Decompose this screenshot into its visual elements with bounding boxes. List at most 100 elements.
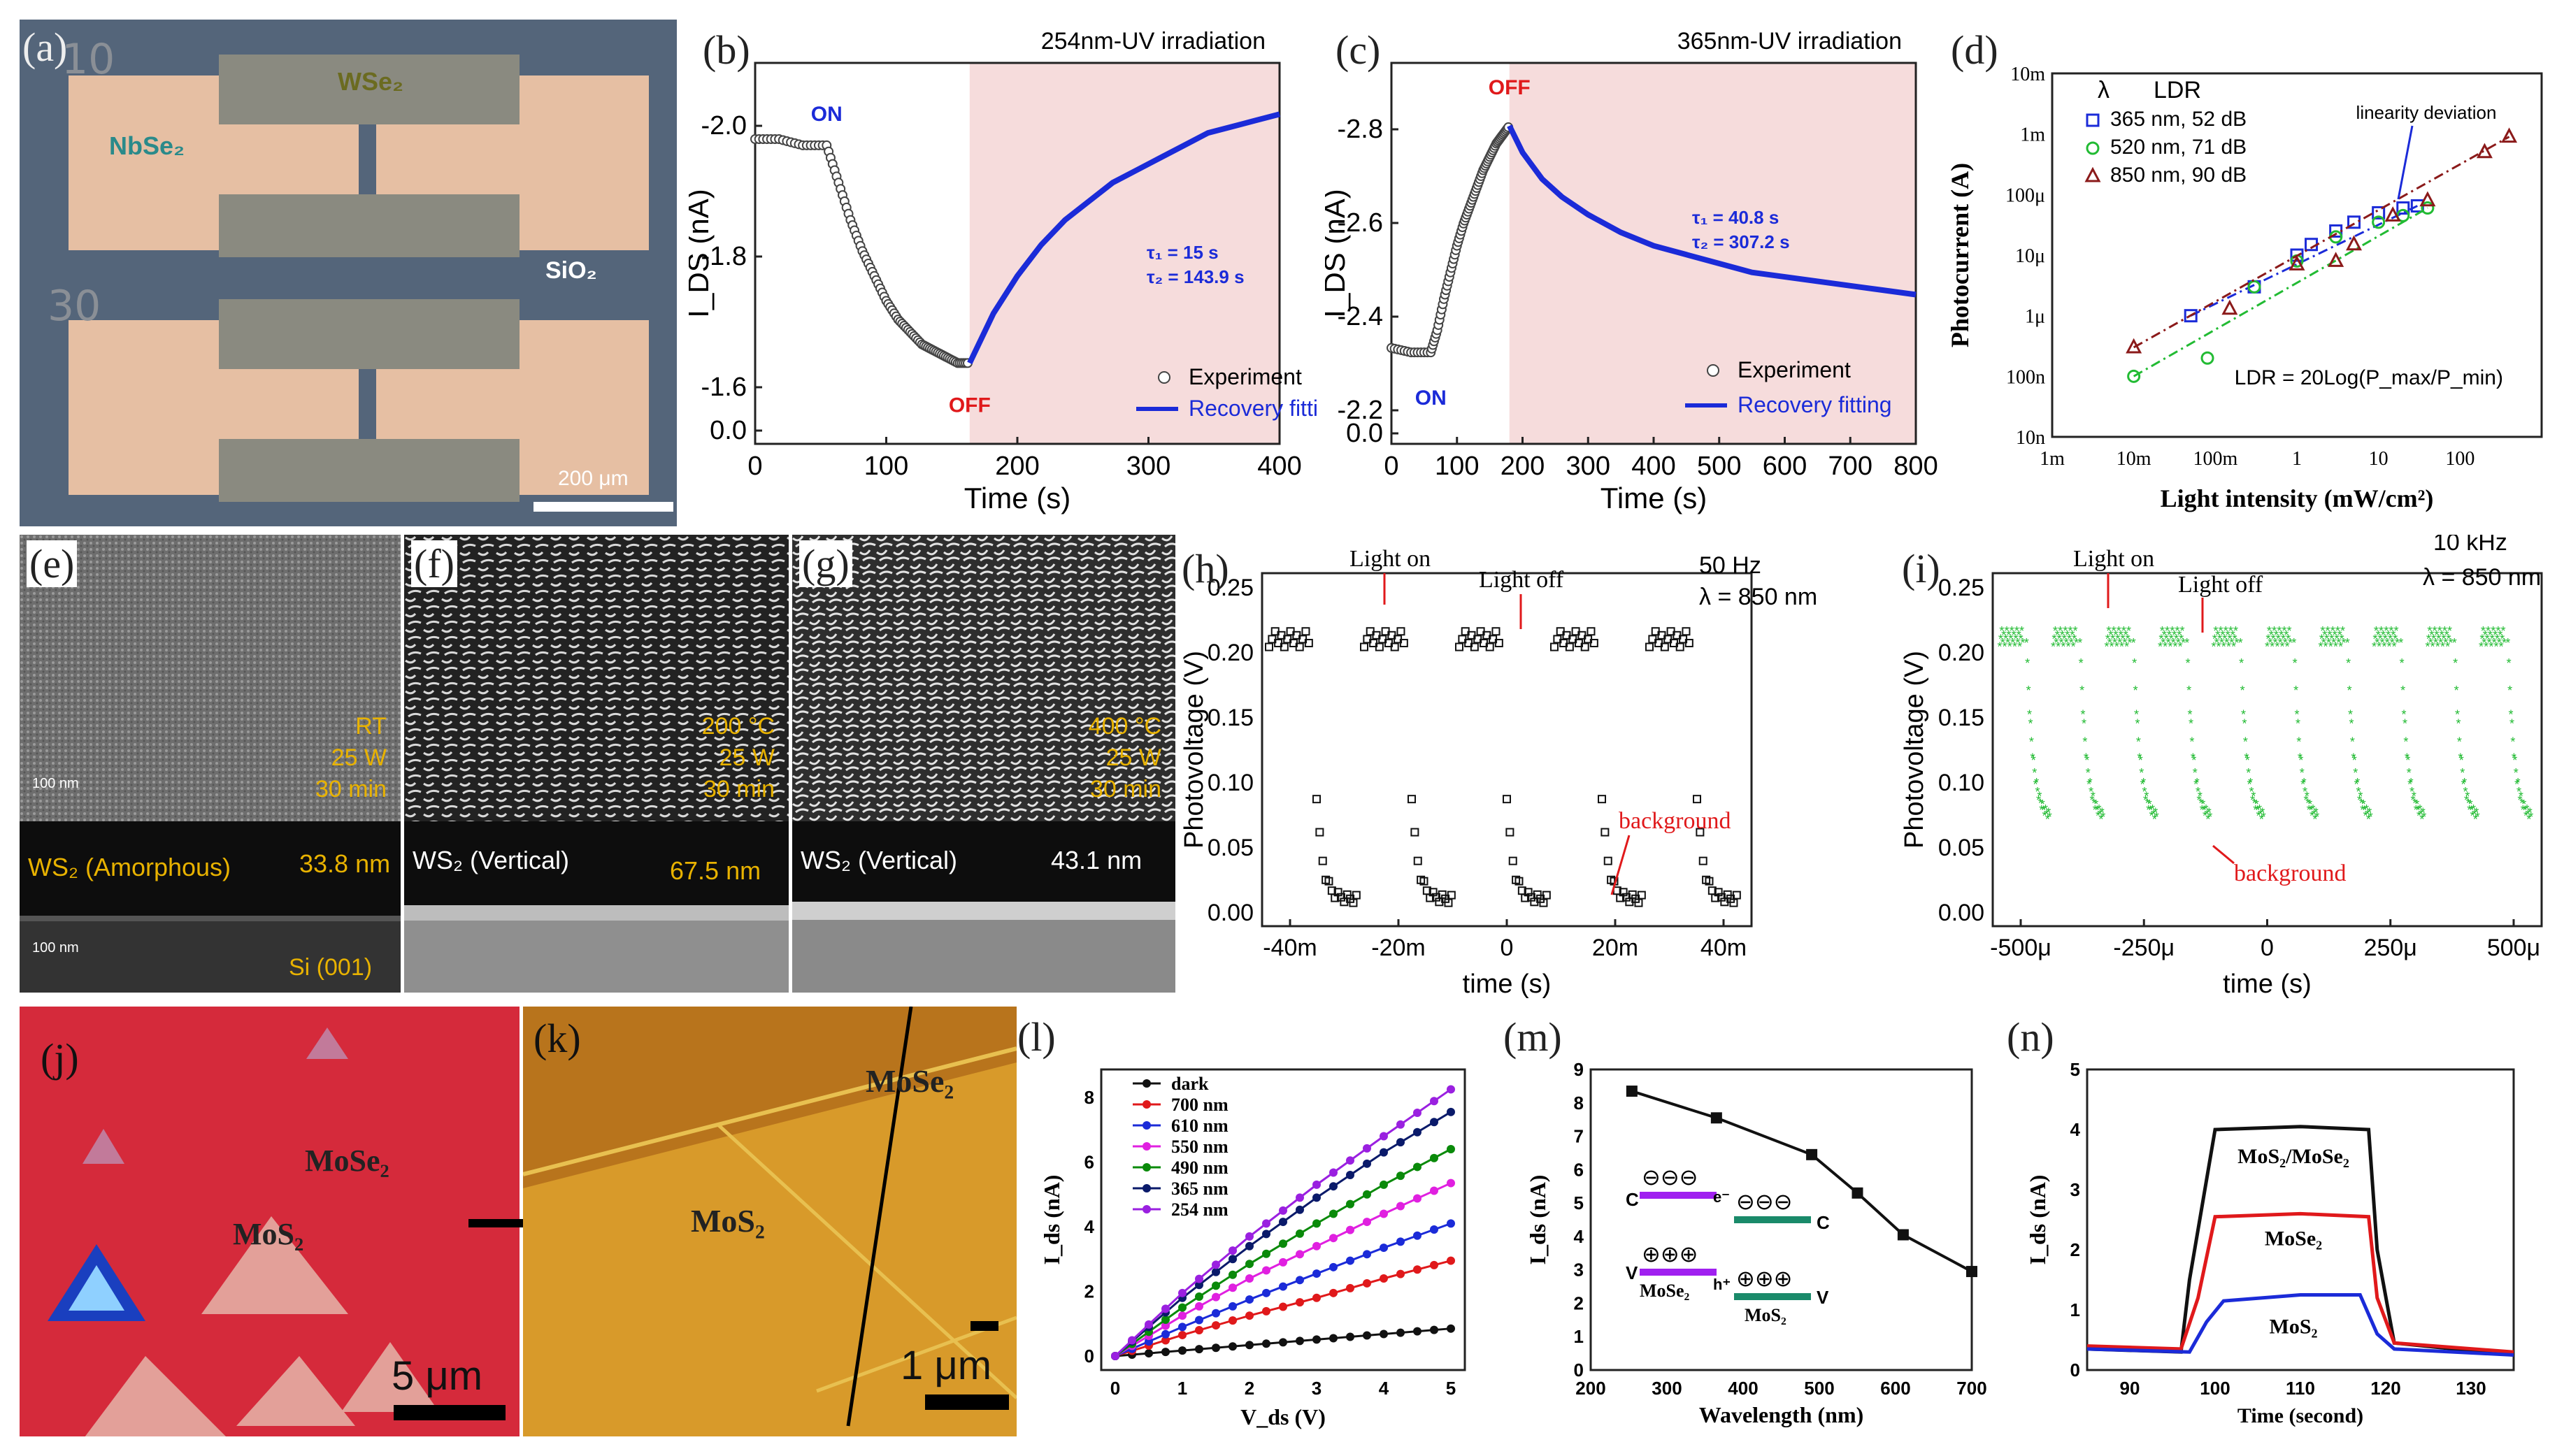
- l-series-point: [1161, 1321, 1170, 1330]
- l-series-point: [1413, 1108, 1421, 1117]
- h-low-point: [1410, 828, 1419, 837]
- l-series-point: [1363, 1331, 1371, 1340]
- panel-label-g: (g): [799, 540, 852, 587]
- i-low-point: *: [2360, 803, 2365, 817]
- i-high-point: *: [2001, 628, 2006, 642]
- h-low-point: [1600, 828, 1610, 837]
- sem-e-thickness: 33.8 nm: [299, 849, 391, 878]
- mos2-label-k: MoS₂: [691, 1203, 765, 1239]
- i-high-point: *: [2164, 632, 2169, 646]
- i-low-point: *: [2079, 656, 2084, 670]
- i-low-point: *: [2147, 798, 2152, 812]
- h-low-point: [1408, 795, 1416, 804]
- i-high-point: *: [2106, 624, 2111, 638]
- i-low-point: *: [2421, 806, 2426, 820]
- i-low-point: *: [2295, 707, 2300, 721]
- h-high-point: [1399, 638, 1408, 647]
- i-high-point: *: [2376, 628, 2381, 642]
- l-series-point: [1329, 1168, 1338, 1177]
- i-low-point: *: [2253, 803, 2258, 817]
- i-high-point: *: [2488, 628, 2493, 642]
- i-low-point: *: [2077, 636, 2082, 650]
- l-series-point: [1312, 1293, 1321, 1302]
- d-legend-marker: [2086, 141, 2100, 155]
- n-xtick-label: 120: [2370, 1378, 2400, 1399]
- l-series-point: [1262, 1306, 1270, 1316]
- l-series-point: [1245, 1232, 1254, 1241]
- i-low-point: *: [2403, 735, 2408, 749]
- i-low-point: *: [2144, 789, 2149, 803]
- d-legend-header-ldr: LDR: [2154, 77, 2201, 103]
- i-high-point: *: [2497, 636, 2502, 650]
- m-inset-electron: e⁻: [1713, 1188, 1730, 1206]
- n-series-label: MoSe₂: [2265, 1227, 2322, 1250]
- l-series-point: [1346, 1156, 1354, 1165]
- i-high-point: *: [2481, 636, 2486, 650]
- sem-e-bottom-label: WS₂ (Amorphous): [28, 853, 231, 881]
- l-series-point: [1346, 1171, 1354, 1179]
- l-series-point: [1363, 1218, 1371, 1227]
- l-series-point: [1346, 1199, 1354, 1209]
- sem-g-bottom-label: WS₂ (Vertical): [801, 846, 957, 874]
- i-high-point: *: [2285, 640, 2290, 654]
- n-xtick-label: 100: [2200, 1378, 2230, 1399]
- i-low-point: *: [2038, 797, 2043, 811]
- d-ytick-label: 10m: [2010, 64, 2045, 85]
- l-ytick-label: 4: [1084, 1216, 1095, 1237]
- i-low-point: *: [2029, 735, 2034, 749]
- i-high-point: *: [2110, 632, 2115, 646]
- i-low-point: *: [2186, 684, 2191, 698]
- l-plot-frame: [1100, 1068, 1466, 1371]
- l-series-point: [1413, 1265, 1421, 1274]
- i-high-point: *: [2017, 628, 2021, 642]
- i-high-point: *: [2119, 640, 2124, 654]
- d-point-850nm: [2501, 127, 2518, 143]
- l-series-point: [1396, 1269, 1405, 1278]
- cond-g-1: 400 °C: [1088, 713, 1161, 740]
- l-xtick-label: 3: [1312, 1378, 1322, 1399]
- i-low-point: *: [2509, 707, 2514, 721]
- b-xtick-label: 0: [747, 452, 762, 481]
- i-low-point: *: [2031, 754, 2036, 767]
- c-ylabel: I_DS (nA): [1325, 189, 1351, 317]
- i-high-point: *: [2070, 628, 2075, 642]
- d-ytick-label: 100n: [2006, 366, 2045, 388]
- panel-label-j: (j): [41, 1035, 79, 1081]
- h-xtick-label: -40m: [1263, 935, 1317, 961]
- i-high-point: *: [2117, 624, 2121, 638]
- i-high-point: *: [2122, 636, 2127, 650]
- m-ytick-label: 6: [1574, 1159, 1584, 1180]
- i-high-point: *: [2211, 640, 2216, 654]
- d-ytick-label: 10μ: [2015, 245, 2045, 267]
- i-high-point: *: [2107, 636, 2112, 650]
- i-low-point: *: [2089, 785, 2093, 799]
- b-off-label: OFF: [949, 394, 991, 417]
- i-high-point: *: [2169, 632, 2174, 646]
- panel-label-k: (k): [533, 1016, 581, 1061]
- panel-n-chart: 90 100 110 120 130 0 1 2 3 4 5 Time (second) I_ds (n…: [2007, 1007, 2564, 1454]
- d-ldr-formula: LDR = 20Log(P_max/P_min): [2235, 366, 2503, 389]
- l-legend-dot: [1143, 1142, 1151, 1151]
- i-high-point: *: [2167, 628, 2172, 642]
- i-low-point: *: [2138, 754, 2143, 767]
- l-series-point: [1245, 1241, 1254, 1250]
- i-high-point: *: [2323, 640, 2328, 654]
- i-high-point: *: [2020, 636, 2025, 650]
- i-low-point: *: [2188, 707, 2193, 721]
- l-ytick-label: 2: [1084, 1281, 1094, 1302]
- i-low-point: *: [2136, 735, 2141, 749]
- h-ytick-label: 0.05: [1208, 835, 1254, 861]
- panel-label-m: (m): [1503, 1014, 1562, 1060]
- b-ytick-label: -1.6: [701, 373, 747, 402]
- i-high-point: *: [2502, 636, 2507, 650]
- i-low-point: *: [2312, 808, 2316, 822]
- c-xtick-label: 800: [1893, 452, 1938, 481]
- i-ytick-label: 0.00: [1938, 900, 1984, 926]
- c-off-label: OFF: [1489, 76, 1531, 99]
- i-low-point: *: [2261, 810, 2266, 824]
- i-high-point: *: [2179, 632, 2184, 646]
- i-low-point: *: [2362, 803, 2367, 817]
- i-low-point: *: [2202, 803, 2207, 817]
- i-high-point: *: [1997, 640, 2002, 654]
- i-low-point: *: [2356, 785, 2361, 799]
